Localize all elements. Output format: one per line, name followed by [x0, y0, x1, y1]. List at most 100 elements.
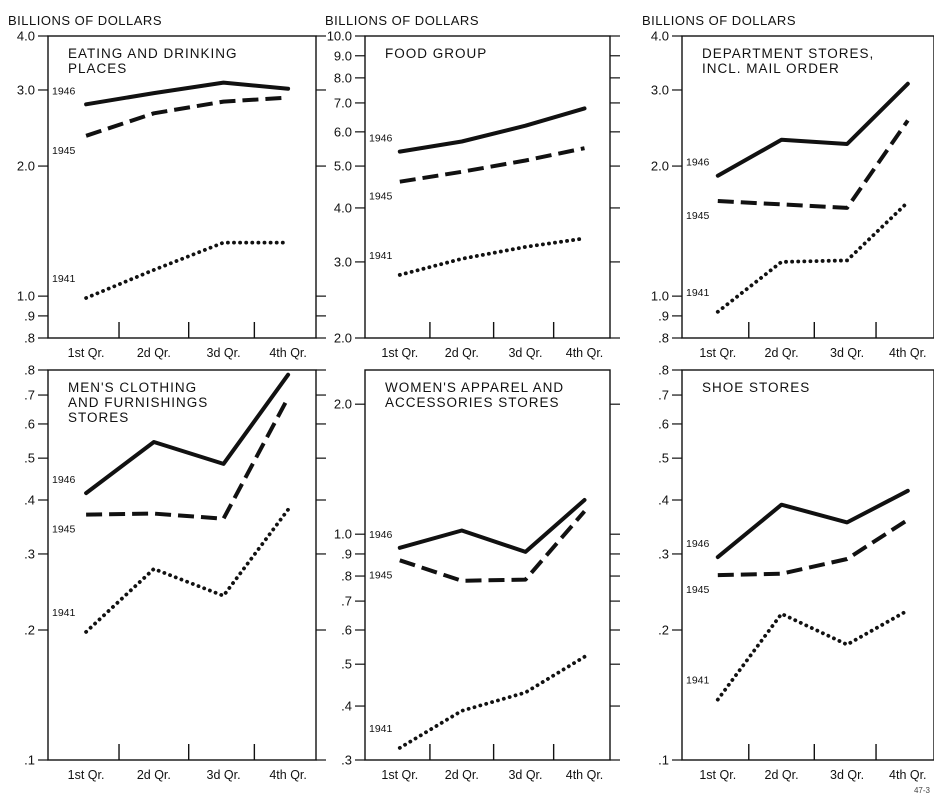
y-tick-label: .2 [658, 623, 669, 638]
series-line-1941 [84, 507, 291, 634]
x-tick-label: 3d Qr. [830, 768, 864, 782]
unit-label: BILLIONS OF DOLLARS [8, 13, 162, 28]
series-line-1941 [397, 236, 587, 277]
series-label-1946: 1946 [686, 538, 710, 550]
y-tick-label: .3 [658, 546, 669, 561]
y-tick-label: .9 [341, 546, 352, 561]
y-tick-label: 7.0 [334, 95, 352, 110]
y-tick-label: .4 [24, 493, 35, 508]
y-tick-label: 9.0 [334, 48, 352, 63]
series-line-1941 [397, 654, 587, 750]
chart-panel-2: BILLIONS OF DOLLARS FOOD GROUP 10.0 9.0 8.0 7… [325, 13, 620, 360]
series-line-1946 [397, 106, 587, 154]
chart-title-line: DEPARTMENT STORES, [702, 46, 874, 61]
x-tick-label: 4th Qr. [566, 346, 604, 360]
plot-frame [681, 369, 934, 761]
x-tick-label: 1st Qr. [68, 768, 105, 782]
y-tick-label: 3.0 [17, 82, 35, 97]
series-line-1941 [84, 240, 291, 300]
y-tick-label: 1.0 [651, 289, 669, 304]
y-tick-label: 1.0 [17, 289, 35, 304]
series-label-1946: 1946 [52, 85, 76, 97]
y-tick-label: .7 [341, 594, 352, 609]
y-tick-label: 2.0 [17, 159, 35, 174]
x-tick-label: 2d Qr. [445, 346, 479, 360]
y-tick-label: .8 [341, 569, 352, 584]
y-tick-label: 1.0 [334, 527, 352, 542]
series-line-1946 [715, 81, 910, 178]
chart-panel-1: BILLIONS OF DOLLARS EATING AND DRINKINGPL… [8, 13, 326, 360]
chart-title-line: AND FURNISHINGS [68, 395, 208, 410]
y-tick-label: .8 [658, 331, 669, 346]
chart-title-line: WOMEN'S APPAREL AND [385, 380, 564, 395]
y-tick-label: .9 [658, 308, 669, 323]
y-tick-label: 4.0 [17, 29, 35, 44]
y-tick-label: 3.0 [334, 254, 352, 269]
series-line-1945 [399, 146, 585, 184]
chart-title-line: INCL. MAIL ORDER [702, 61, 840, 76]
y-tick-label: 8.0 [334, 70, 352, 85]
y-tick-label: .5 [24, 451, 35, 466]
series-label-1945: 1945 [369, 191, 393, 203]
y-tick-label: 5.0 [334, 159, 352, 174]
series-label-1945: 1945 [52, 524, 76, 536]
y-tick-label: .2 [24, 623, 35, 638]
x-tick-label: 1st Qr. [699, 346, 736, 360]
x-tick-label: 2d Qr. [137, 768, 171, 782]
series-label-1941: 1941 [686, 287, 710, 299]
chart-title-line: STORES [68, 410, 129, 425]
series-label-1941: 1941 [369, 250, 393, 262]
x-tick-label: 2d Qr. [445, 768, 479, 782]
x-tick-label: 3d Qr. [508, 768, 542, 782]
x-tick-label: 4th Qr. [889, 346, 927, 360]
y-tick-label: 2.0 [334, 397, 352, 412]
x-tick-label: 3d Qr. [508, 346, 542, 360]
plot-frame [364, 369, 611, 761]
plot-frame [47, 35, 317, 339]
x-tick-label: 1st Qr. [381, 346, 418, 360]
y-tick-label: .4 [341, 699, 352, 714]
x-tick-label: 2d Qr. [137, 346, 171, 360]
series-line-1945 [717, 119, 910, 210]
y-tick-label: .8 [24, 363, 35, 378]
series-line-1945 [399, 509, 587, 583]
x-tick-label: 2d Qr. [765, 346, 799, 360]
plot-frame [681, 35, 934, 339]
series-label-1941: 1941 [52, 273, 76, 285]
series-label-1946: 1946 [369, 529, 393, 541]
y-tick-label: .5 [341, 657, 352, 672]
y-tick-label: .1 [658, 753, 669, 768]
series-line-1946 [84, 80, 291, 107]
x-tick-label: 3d Qr. [207, 346, 241, 360]
x-tick-label: 3d Qr. [830, 346, 864, 360]
series-line-1946 [84, 372, 291, 496]
y-tick-label: .3 [341, 753, 352, 768]
series-line-1945 [85, 95, 289, 138]
y-tick-label: .6 [24, 416, 35, 431]
series-line-1945 [86, 396, 290, 521]
y-tick-label: 4.0 [334, 200, 352, 215]
x-tick-label: 4th Qr. [269, 768, 307, 782]
series-label-1945: 1945 [686, 584, 710, 596]
series-label-1946: 1946 [686, 157, 710, 169]
chart-title-line: MEN'S CLOTHING [68, 380, 197, 395]
y-tick-label: .7 [24, 388, 35, 403]
chart-panel-6: SHOE STORES .8 .7 .6 .5 .4 .3 .2 .1 1st Qr. 2d Qr.… [658, 363, 934, 782]
y-tick-label: .6 [658, 416, 669, 431]
y-tick-label: .4 [658, 493, 669, 508]
plot-frame [47, 369, 317, 761]
y-tick-label: 2.0 [651, 159, 669, 174]
series-label-1941: 1941 [52, 607, 76, 619]
x-tick-label: 3d Qr. [207, 768, 241, 782]
x-tick-label: 4th Qr. [889, 768, 927, 782]
y-tick-label: 2.0 [334, 331, 352, 346]
chart-title-line: EATING AND DRINKING [68, 46, 238, 61]
y-tick-label: .6 [341, 623, 352, 638]
series-label-1945: 1945 [686, 210, 710, 222]
series-line-1946 [397, 498, 587, 554]
plot-frame [364, 35, 611, 339]
y-tick-label: .3 [24, 546, 35, 561]
